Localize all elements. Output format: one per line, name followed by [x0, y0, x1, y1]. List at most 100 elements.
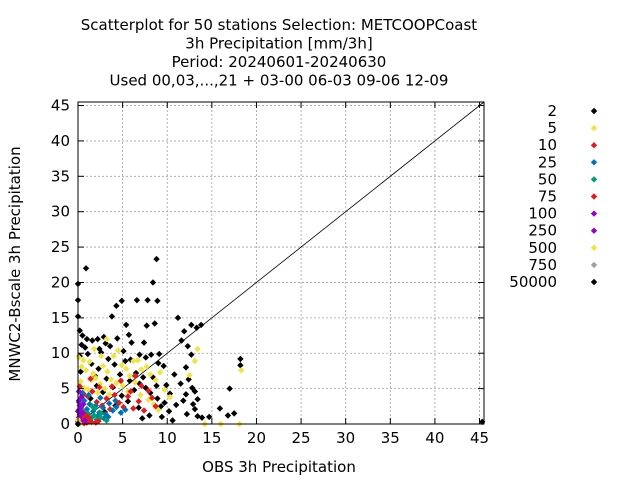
data-point-2 — [95, 365, 102, 372]
data-point-5 — [147, 371, 154, 378]
legend-marker — [590, 159, 598, 166]
legend-marker — [590, 142, 598, 149]
data-point-2 — [126, 377, 133, 385]
data-point-2 — [154, 297, 161, 305]
grid — [78, 102, 484, 424]
data-point-2 — [174, 314, 182, 322]
legend-label: 75 — [538, 188, 557, 206]
data-point-2 — [151, 320, 158, 327]
data-point-2 — [172, 401, 180, 409]
data-point-2 — [230, 410, 238, 417]
y-tick-label: 0 — [60, 415, 70, 433]
data-point-2 — [122, 321, 130, 329]
data-point-2 — [118, 392, 125, 399]
data-point-2 — [114, 335, 121, 342]
data-point-2 — [133, 296, 141, 304]
legend-label: 50000 — [509, 273, 557, 291]
data-point-5 — [110, 352, 117, 360]
data-point-2 — [116, 371, 124, 378]
data-point-10 — [93, 398, 100, 406]
data-point-25 — [89, 408, 97, 415]
legend-label: 25 — [538, 153, 557, 171]
data-point-2 — [177, 380, 184, 387]
data-point-2 — [140, 339, 148, 346]
legend-marker — [590, 107, 598, 115]
data-point-5 — [194, 345, 201, 353]
data-point-2 — [149, 279, 157, 286]
x-tick-label: 40 — [425, 429, 444, 447]
data-point-2 — [216, 405, 224, 412]
data-point-100 — [75, 388, 83, 395]
y-tick-label: 30 — [51, 203, 70, 221]
data-point-10 — [138, 382, 145, 389]
data-point-2 — [136, 351, 143, 358]
data-point-25 — [105, 413, 112, 421]
data-point-2 — [106, 342, 114, 350]
data-point-2 — [171, 371, 178, 378]
legend-label: 750 — [528, 256, 557, 274]
title-line: 3h Precipitation [mm/3h] — [185, 35, 372, 53]
data-point-2 — [182, 364, 190, 371]
data-point-25 — [83, 405, 91, 413]
data-point-2 — [183, 410, 191, 418]
y-tick-label: 20 — [51, 273, 70, 291]
data-point-2 — [144, 296, 151, 304]
data-point-2 — [166, 390, 174, 397]
data-point-2 — [98, 349, 105, 356]
data-point-2 — [205, 413, 213, 421]
data-point-2 — [237, 362, 244, 369]
data-point-2 — [147, 351, 155, 358]
data-point-2 — [128, 339, 135, 346]
data-point-2 — [146, 412, 153, 419]
data-point-2 — [143, 322, 150, 329]
data-point-25 — [85, 391, 92, 399]
data-point-10 — [145, 387, 152, 394]
x-tick-label: 45 — [470, 429, 489, 447]
data-point-10 — [117, 377, 125, 385]
x-tick-label: 10 — [158, 429, 177, 447]
data-point-2 — [198, 414, 206, 421]
data-point-25 — [112, 397, 119, 404]
data-point-25 — [97, 394, 104, 402]
legend-marker — [590, 261, 598, 269]
legend-marker — [590, 193, 598, 200]
x-tick-label: 25 — [292, 429, 311, 447]
data-point-5 — [166, 393, 174, 401]
data-point-2 — [153, 255, 160, 263]
data-point-5 — [156, 369, 164, 376]
data-point-5 — [97, 380, 104, 387]
data-point-25 — [109, 407, 116, 414]
legend-label: 5 — [547, 119, 557, 137]
data-point-2 — [193, 324, 200, 331]
data-point-2 — [78, 341, 85, 348]
data-point-25 — [79, 389, 86, 397]
data-point-5 — [78, 363, 85, 370]
data-point-5 — [82, 367, 90, 374]
data-point-10 — [96, 384, 103, 391]
data-point-5 — [89, 370, 97, 377]
data-point-2 — [154, 395, 161, 402]
data-point-2 — [113, 302, 120, 310]
data-point-5 — [126, 372, 133, 380]
data-point-5 — [103, 335, 110, 343]
x-axis-label: OBS 3h Precipitation — [202, 458, 356, 476]
data-point-2 — [165, 408, 173, 415]
data-point-2 — [178, 337, 185, 344]
data-point-2 — [182, 391, 190, 398]
x-tick-label: 20 — [247, 429, 266, 447]
data-point-10 — [131, 372, 139, 380]
data-point-2 — [169, 417, 176, 424]
data-point-5 — [113, 379, 120, 387]
x-tick-label: 35 — [381, 429, 400, 447]
data-point-5 — [137, 391, 144, 399]
data-point-2 — [163, 381, 170, 389]
data-point-10 — [89, 388, 96, 395]
data-point-5 — [130, 357, 137, 365]
data-point-2 — [142, 354, 150, 361]
data-point-75 — [85, 414, 92, 421]
data-point-2 — [160, 362, 167, 370]
data-point-2 — [94, 335, 101, 343]
y-tick-label: 10 — [51, 344, 70, 362]
